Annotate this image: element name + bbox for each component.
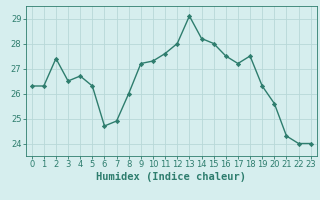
X-axis label: Humidex (Indice chaleur): Humidex (Indice chaleur)	[96, 172, 246, 182]
